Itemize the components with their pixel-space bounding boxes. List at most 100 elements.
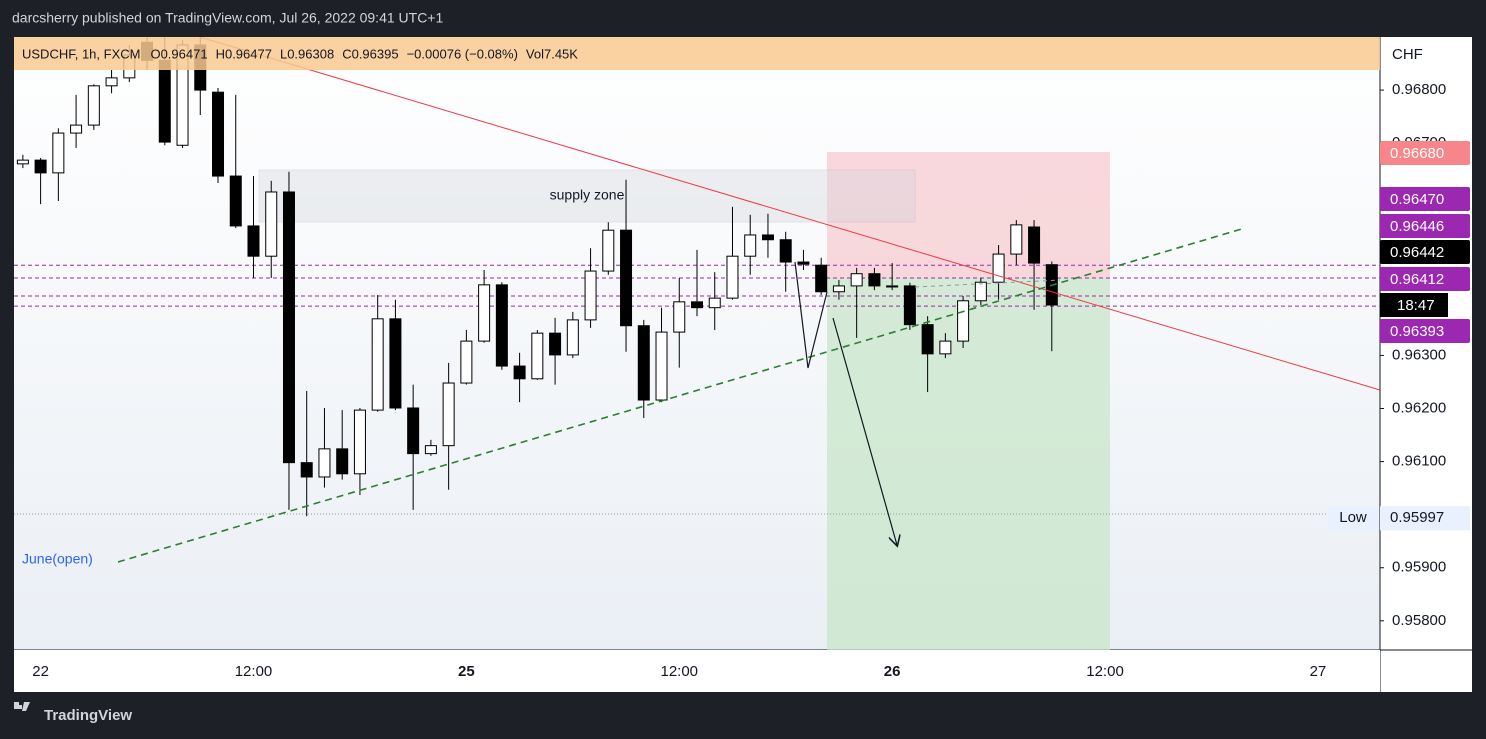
legend-bar [14,37,1380,70]
stop-zone [827,152,1110,278]
candle-body [584,270,597,321]
zone-label: supply zone [550,187,625,203]
candle-body [318,448,331,478]
legend-item: L0.96308 [280,46,334,61]
logo [14,702,30,711]
arrow [832,317,897,545]
candle-body [655,331,668,401]
currency: CHF [1392,46,1423,63]
legend-item: O0.96471 [150,46,207,61]
candle-body [939,340,952,355]
time-axis [14,650,1380,692]
legend-item: −0.00076 (−0.08%) [407,46,518,61]
candle-body [637,325,650,401]
x-tick-label: 12:00 [660,663,698,680]
candle-body [16,159,29,165]
candle-body [70,124,83,134]
x-tick-label: 27 [1310,663,1327,680]
candle-body [832,285,845,293]
low-price: 0.95997 [1390,509,1444,526]
price-label: 0.96442 [1390,244,1444,261]
price-label: 0.96412 [1390,271,1444,288]
candle-body [566,319,579,356]
candle-body [105,77,118,87]
candle-body [531,332,544,380]
chart-background [14,37,1472,692]
candle-body [265,191,278,257]
candle-body [158,59,171,143]
candle-body [282,191,295,464]
dashed-line [914,279,1061,288]
price-label: 0.96680 [1390,145,1444,162]
candle-body [903,285,916,326]
candle-body [229,175,242,227]
candle-body [921,324,934,355]
x-tick-label: 26 [884,663,901,680]
axis-labels: 0.958000.959000.960000.961000.962000.963… [32,81,1470,680]
candle-body [850,273,863,287]
low-tag: Low [1339,509,1367,526]
x-tick-label: 12:00 [235,663,273,680]
trend-line [199,37,1380,391]
y-tick-label: 0.96200 [1392,399,1446,416]
published-line: darcsherry published on TradingView.com,… [12,10,443,26]
candle-body [673,301,686,333]
supply-zone [258,169,916,223]
legend-item: Vol7.45K [526,46,578,61]
candle-body [726,255,739,299]
legend-item: C0.96395 [342,46,398,61]
june-label: June(open) [22,551,93,567]
low-price-box [1380,506,1470,531]
candle-body [779,239,792,263]
candle-body [513,365,526,380]
price-label-box [1380,319,1470,343]
price-label-box [1380,267,1470,291]
price-label-box [1380,141,1470,165]
overlays [14,37,1380,563]
x-tick-label: 22 [32,663,49,680]
candle-body [620,229,633,327]
candle-body [34,159,47,174]
candle-body [708,297,721,309]
candle-body [549,332,562,356]
price-label-box [1380,187,1470,211]
legend: USDCHF, 1h, FXCM O0.96471 H0.96477 L0.96308… [22,46,578,61]
candle-body [478,284,491,342]
y-tick-label: 0.95900 [1392,559,1446,576]
low-tag-box [1328,506,1378,531]
countdown: 18:47 [1397,297,1435,314]
y-tick-label: 0.96100 [1392,453,1446,470]
candle-body [442,382,455,447]
series [14,37,1380,517]
candle-body [868,273,881,287]
candle-body [761,234,774,241]
price-label: 0.96470 [1390,191,1444,208]
candle-body [691,301,703,309]
candle-body [1028,226,1041,264]
candle-body [460,340,473,384]
legend-item: USDCHF, 1h, FXCM [22,46,140,61]
candle-body [389,318,402,409]
candle-body [957,300,970,342]
candle-body [300,462,313,478]
price-label-box [1380,214,1470,238]
brand: TradingView [44,707,132,724]
candle-body [52,132,65,174]
drawings [14,152,1380,650]
candle-body [247,225,260,257]
candle-body [815,264,828,293]
candle-body [886,285,899,288]
y-tick-label: 0.95800 [1392,612,1446,629]
candle-body [212,91,225,177]
price-label: 0.96393 [1390,323,1444,340]
price-label: 0.96446 [1390,218,1444,235]
price-label-box [1380,240,1470,264]
candle-body [407,407,420,455]
candle-body [87,85,100,126]
candle-body [1010,224,1023,255]
x-tick-label: 12:00 [1086,663,1124,680]
candle-body [974,281,987,302]
candle-body [602,229,615,272]
